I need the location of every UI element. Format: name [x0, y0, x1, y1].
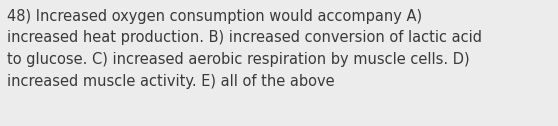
Text: 48) Increased oxygen consumption would accompany A)
increased heat production. B: 48) Increased oxygen consumption would a…: [7, 9, 482, 89]
